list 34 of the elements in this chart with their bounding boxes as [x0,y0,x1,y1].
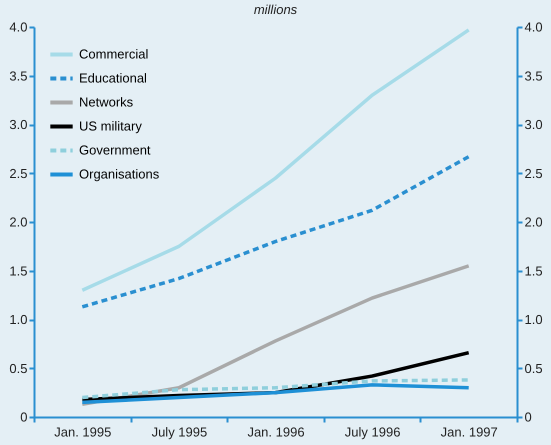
legend-label: Commercial [79,46,148,62]
y-tick-label: 0 [20,410,28,424]
y-tick-label: 4.0 [9,20,28,34]
chart-title: millions [254,2,298,17]
y2-tick-label: 3.0 [524,117,543,132]
y2-tick-label: 0.5 [524,360,543,376]
legend-label: US military [79,118,142,134]
y2-tick-label: 1.0 [524,312,543,327]
line-series [80,378,470,400]
y-tick-label: 3.0 [9,117,28,132]
x-tick-label: Jan. 1996 [247,424,305,440]
y-tick-label: 1.0 [9,312,28,327]
line-series [80,383,470,404]
legend-label: Organisations [79,166,160,182]
y-tick-label: 3.5 [9,68,28,84]
legend-label: Networks [79,94,134,110]
x-tick-label: July 1996 [344,424,400,440]
x-tick-label: Jan. 1995 [54,424,112,440]
y2-tick-label: 2.5 [524,166,543,181]
x-tick-label: Jan. 1997 [440,424,498,440]
line-series [80,154,470,309]
legend-label: Government [79,142,151,158]
y2-tick-label: 3.5 [524,68,543,84]
y-tick-label: 0.5 [9,360,28,376]
line-series [80,28,470,292]
y-tick-label: 2.5 [9,166,28,181]
x-tick-label: July 1995 [152,424,208,440]
y-tick-label: 1.5 [9,263,28,278]
y2-tick-label: 4.0 [524,20,543,34]
y2-tick-label: 0 [524,410,532,424]
y2-tick-label: 2.0 [524,214,543,230]
y2-tick-label: 1.5 [524,263,543,278]
legend-label: Educational [79,70,148,86]
y-tick-label: 2.0 [9,214,28,230]
